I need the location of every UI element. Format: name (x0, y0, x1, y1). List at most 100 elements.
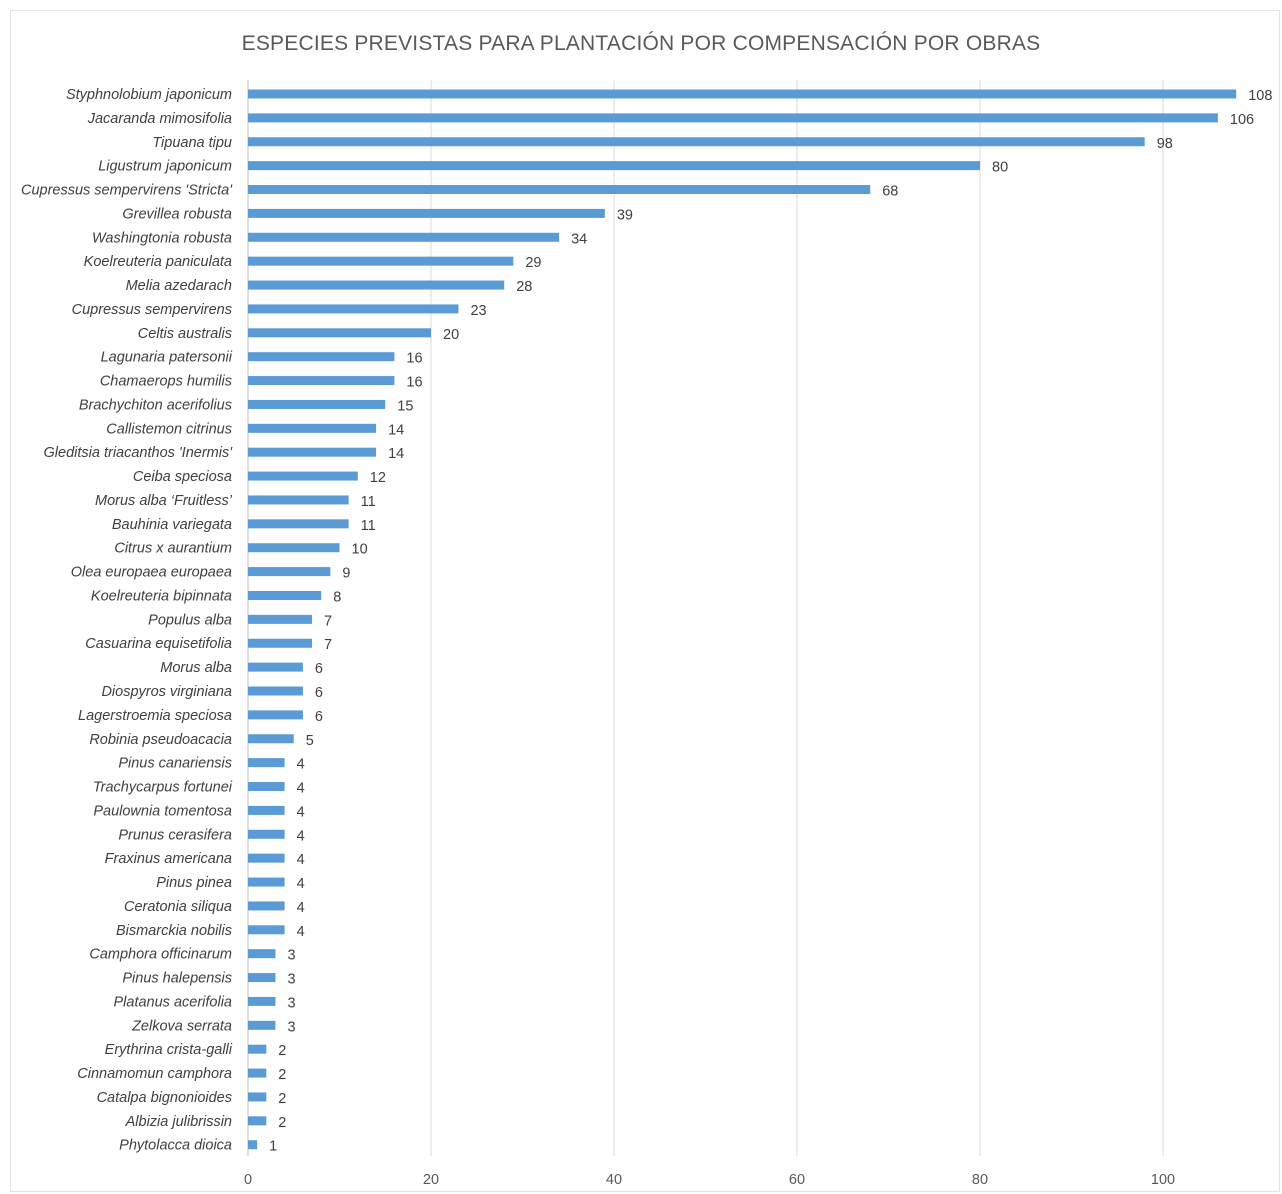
data-label: 16 (406, 375, 422, 391)
category-label: Phytolacca dioica (119, 1138, 232, 1154)
data-label: 3 (287, 1019, 295, 1035)
bar (248, 782, 285, 792)
category-label: Ceiba speciosa (133, 469, 232, 485)
category-label: Grevillea robusta (122, 206, 232, 222)
bar (248, 829, 285, 839)
data-label: 80 (992, 160, 1008, 176)
data-label: 15 (397, 398, 413, 414)
category-label: Koelreuteria bipinnata (91, 588, 232, 604)
bar (248, 543, 340, 553)
bar (248, 161, 980, 171)
x-tick-label: 0 (244, 1172, 252, 1188)
bar (248, 113, 1218, 123)
category-label: Celtis australis (138, 326, 232, 342)
category-label: Robinia pseudoacacia (89, 732, 232, 748)
data-label: 39 (617, 207, 633, 223)
chart-title: ESPECIES PREVISTAS PARA PLANTACIÓN POR C… (241, 32, 1041, 55)
bar (248, 734, 294, 744)
data-label: 29 (525, 255, 541, 271)
bar (248, 1044, 267, 1054)
category-label: Bauhinia variegata (112, 517, 232, 533)
data-label: 20 (443, 327, 459, 343)
data-label: 6 (315, 685, 323, 701)
data-label: 3 (287, 972, 295, 988)
data-label: 6 (315, 709, 323, 725)
category-label: Pinus pinea (156, 875, 232, 891)
data-label: 2 (278, 1067, 286, 1083)
chart-frame (10, 10, 1280, 1192)
bar (248, 949, 276, 959)
category-label: Washingtonia robusta (92, 230, 232, 246)
category-label: Brachychiton acerifolius (79, 397, 232, 413)
bar (248, 208, 605, 218)
category-label: Cupressus sempervirens 'Stricta' (21, 183, 233, 199)
bar (248, 232, 560, 242)
category-label: Citrus x aurantium (114, 541, 232, 557)
bar (248, 614, 313, 624)
x-tick-label: 20 (423, 1172, 439, 1188)
bar (248, 638, 313, 648)
bar (248, 376, 395, 386)
category-label: Lagerstroemia speciosa (78, 708, 232, 724)
bar (248, 996, 276, 1006)
data-label: 2 (278, 1043, 286, 1059)
bar (248, 877, 285, 887)
category-label: Styphnolobium japonicum (66, 87, 232, 103)
category-label: Chamaerops humilis (100, 374, 232, 390)
bar (248, 973, 276, 983)
category-label: Catalpa bignonioides (97, 1090, 232, 1106)
category-label: Cinnamomun camphora (77, 1066, 232, 1082)
data-label: 3 (287, 995, 295, 1011)
data-label: 14 (388, 446, 404, 462)
data-label: 2 (278, 1091, 286, 1107)
bar (248, 423, 377, 433)
bar (248, 853, 285, 863)
data-label: 4 (297, 876, 305, 892)
bar (248, 805, 285, 815)
x-tick-label: 80 (972, 1172, 988, 1188)
data-label: 7 (324, 637, 332, 653)
data-label: 4 (297, 852, 305, 868)
category-label: Koelreuteria paniculata (84, 254, 232, 270)
data-label: 16 (406, 351, 422, 367)
bar (248, 1020, 276, 1030)
data-label: 1 (269, 1139, 277, 1155)
bar (248, 567, 331, 577)
category-label: Fraxinus americana (105, 851, 232, 867)
bar (248, 280, 505, 290)
x-tick-label: 40 (606, 1172, 622, 1188)
x-tick-label: 60 (789, 1172, 805, 1188)
category-label: Jacaranda mimosifolia (87, 111, 232, 127)
x-tick-label: 100 (1151, 1172, 1175, 1188)
bar (248, 1140, 258, 1150)
bar (248, 304, 459, 314)
data-label: 4 (297, 781, 305, 797)
category-label: Ceratonia siliqua (124, 899, 232, 915)
data-label: 6 (315, 661, 323, 677)
data-label: 108 (1248, 88, 1272, 104)
bar (248, 185, 871, 195)
data-label: 23 (470, 303, 486, 319)
category-label: Trachycarpus fortunei (93, 780, 233, 796)
bar (248, 328, 431, 338)
bar (248, 1068, 267, 1078)
category-label: Gleditsia triacanthos 'Inermis' (44, 445, 234, 461)
bar (248, 1092, 267, 1102)
data-label: 9 (342, 566, 350, 582)
category-label: Callistemon citrinus (106, 421, 232, 437)
bar (248, 662, 303, 672)
category-label: Zelkova serrata (131, 1018, 232, 1034)
category-label: Pinus halepensis (122, 971, 232, 987)
data-label: 4 (297, 757, 305, 773)
bar (248, 89, 1237, 99)
category-label: Ligustrum japonicum (98, 159, 232, 175)
data-label: 4 (297, 924, 305, 940)
data-label: 106 (1230, 112, 1254, 128)
category-label: Morus alba (160, 660, 232, 676)
data-label: 5 (306, 733, 314, 749)
data-label: 34 (571, 231, 587, 247)
data-label: 10 (352, 542, 368, 558)
category-label: Erythrina crista-galli (105, 1042, 233, 1058)
bar (248, 758, 285, 768)
